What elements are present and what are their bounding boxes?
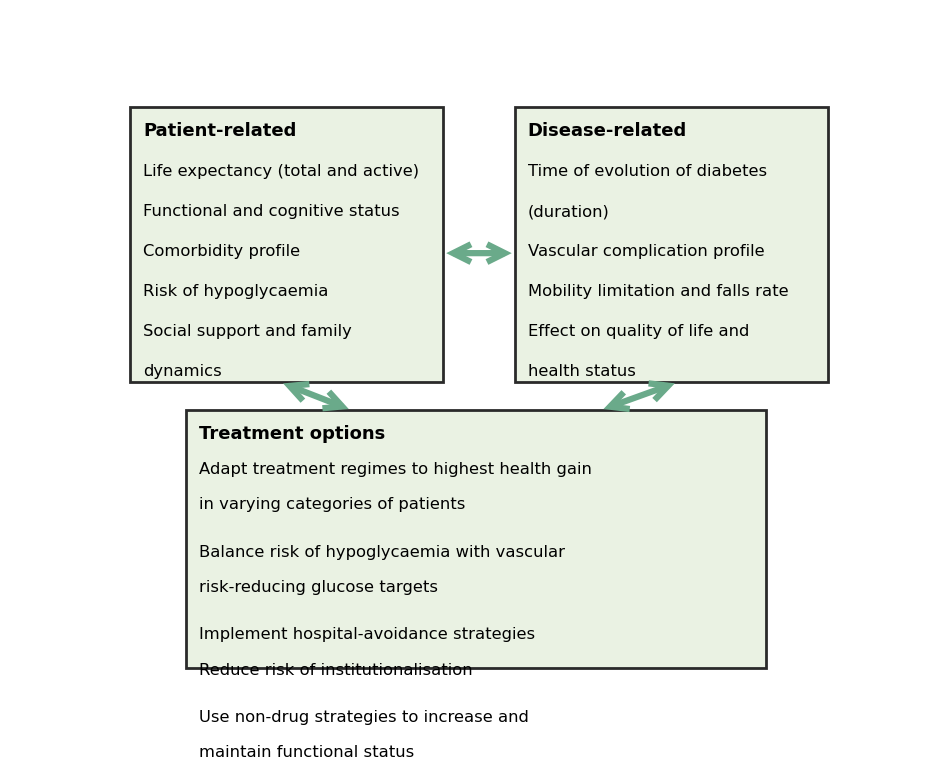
Text: Reduce risk of institutionalisation: Reduce risk of institutionalisation	[199, 662, 473, 678]
Text: Implement hospital-avoidance strategies: Implement hospital-avoidance strategies	[199, 627, 535, 642]
Text: Patient-related: Patient-related	[143, 122, 297, 140]
Text: (duration): (duration)	[528, 204, 609, 219]
Text: Effect on quality of life and: Effect on quality of life and	[528, 324, 749, 339]
Text: Adapt treatment regimes to highest health gain: Adapt treatment regimes to highest healt…	[199, 462, 592, 477]
Text: Use non-drug strategies to increase and: Use non-drug strategies to increase and	[199, 710, 529, 725]
Text: Time of evolution of diabetes: Time of evolution of diabetes	[528, 164, 767, 179]
Text: Disease-related: Disease-related	[528, 122, 687, 140]
Text: Vascular complication profile: Vascular complication profile	[528, 244, 764, 259]
Text: Treatment options: Treatment options	[199, 425, 386, 443]
Text: Balance risk of hypoglycaemia with vascular: Balance risk of hypoglycaemia with vascu…	[199, 545, 565, 559]
Text: dynamics: dynamics	[143, 364, 222, 378]
Text: maintain functional status: maintain functional status	[199, 745, 415, 761]
Text: Risk of hypoglycaemia: Risk of hypoglycaemia	[143, 284, 329, 299]
Text: Social support and family: Social support and family	[143, 324, 352, 339]
Text: Life expectancy (total and active): Life expectancy (total and active)	[143, 164, 419, 179]
Text: Functional and cognitive status: Functional and cognitive status	[143, 204, 400, 219]
Text: Comorbidity profile: Comorbidity profile	[143, 244, 300, 259]
Text: Mobility limitation and falls rate: Mobility limitation and falls rate	[528, 284, 788, 299]
Text: health status: health status	[528, 364, 636, 378]
Text: risk-reducing glucose targets: risk-reducing glucose targets	[199, 580, 438, 595]
FancyBboxPatch shape	[186, 410, 767, 668]
FancyBboxPatch shape	[130, 108, 444, 382]
FancyBboxPatch shape	[515, 108, 828, 382]
Text: in varying categories of patients: in varying categories of patients	[199, 497, 465, 512]
